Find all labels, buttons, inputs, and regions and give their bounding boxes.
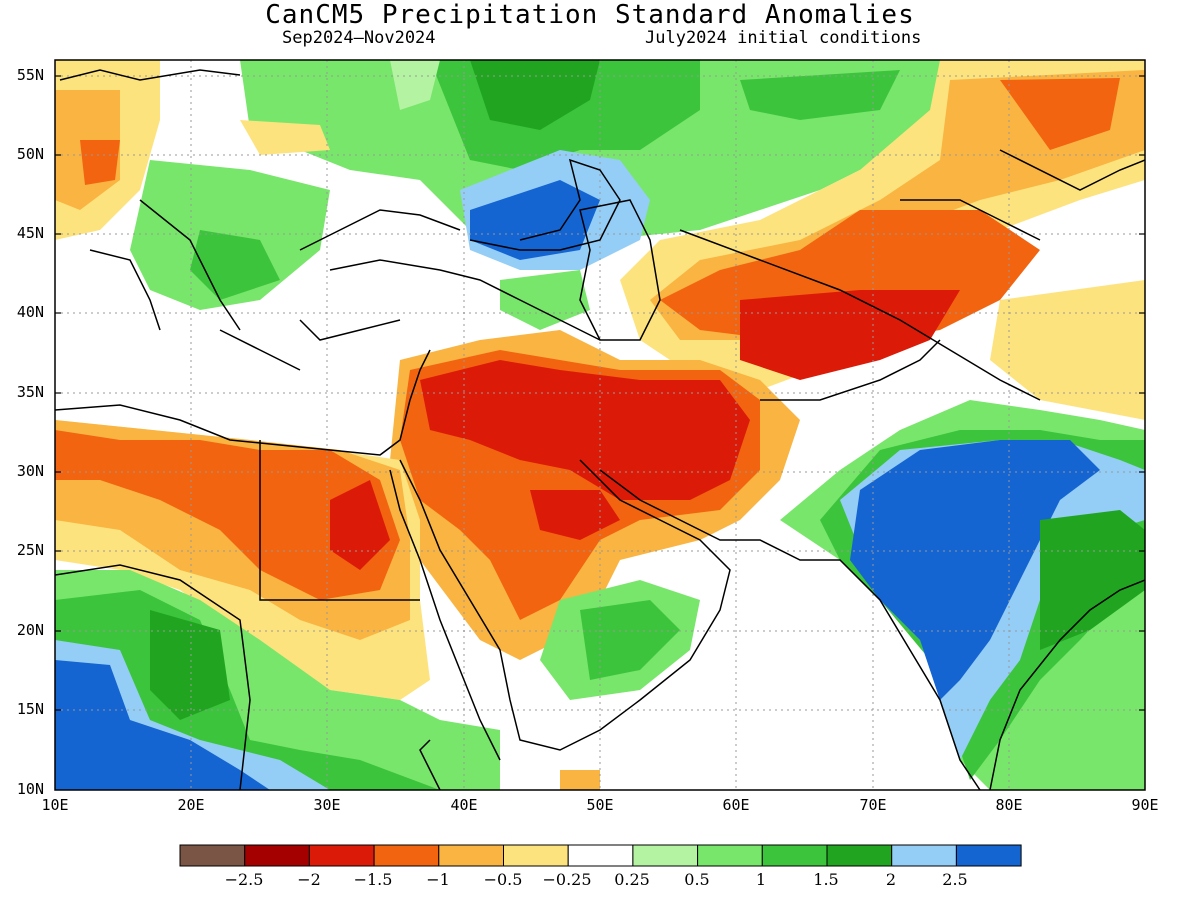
colorbar-label: −2 xyxy=(297,870,321,889)
graticule xyxy=(55,60,1145,790)
lon-label-20e: 20E xyxy=(177,796,205,814)
colorbar-box xyxy=(955,844,1022,867)
lat-label-30n: 30N xyxy=(16,462,44,480)
colorbar-label: 1 xyxy=(755,870,767,889)
colorbar-label: −1 xyxy=(426,870,450,889)
colorbar-box xyxy=(373,844,440,867)
colorbar-label: 0.5 xyxy=(684,870,710,889)
colorbar-label: −0.5 xyxy=(483,870,523,889)
lat-label-15n: 15N xyxy=(16,700,44,718)
lat-label-25n: 25N xyxy=(16,541,44,559)
colorbar-box xyxy=(761,844,828,867)
lat-label-10n: 10N xyxy=(16,780,44,798)
coastlines xyxy=(55,69,1145,790)
lat-label-50n: 50N xyxy=(16,145,44,163)
colorbar xyxy=(179,844,1022,867)
anomaly-field xyxy=(55,60,1145,790)
colorbar-box xyxy=(826,844,893,867)
lat-label-20n: 20N xyxy=(16,621,44,639)
colorbar-box xyxy=(308,844,375,867)
forecast-period: Sep2024–Nov2024 xyxy=(282,28,436,48)
lat-label-55n: 55N xyxy=(16,66,44,84)
colorbar-label: 2.5 xyxy=(942,870,968,889)
colorbar-label: −1.5 xyxy=(353,870,393,889)
lat-label-35n: 35N xyxy=(16,383,44,401)
colorbar-box xyxy=(503,844,569,867)
lon-label-80e: 80E xyxy=(995,796,1023,814)
colorbar-label: −2.5 xyxy=(224,870,264,889)
lon-label-60e: 60E xyxy=(722,796,750,814)
colorbar-box xyxy=(179,844,246,867)
colorbar-box xyxy=(438,844,504,867)
colorbar-box xyxy=(632,844,699,867)
colorbar-box xyxy=(891,844,957,867)
lat-label-45n: 45N xyxy=(16,224,44,242)
lon-label-90e: 90E xyxy=(1131,796,1159,814)
lon-label-40e: 40E xyxy=(450,796,478,814)
colorbar-box xyxy=(697,844,763,867)
lon-label-30e: 30E xyxy=(313,796,341,814)
initial-conditions: July2024 initial conditions xyxy=(645,28,922,48)
lon-label-50e: 50E xyxy=(586,796,614,814)
map-frame xyxy=(54,59,1146,791)
map-title: CanCM5 Precipitation Standard Anomalies xyxy=(265,0,915,30)
lon-label-10e: 10E xyxy=(41,796,69,814)
colorbar-box xyxy=(244,844,310,867)
colorbar-label: 0.25 xyxy=(614,870,650,889)
colorbar-label: 2 xyxy=(885,870,897,889)
colorbar-box xyxy=(567,844,634,867)
lat-label-40n: 40N xyxy=(16,303,44,321)
colorbar-label: −0.25 xyxy=(542,870,592,889)
colorbar-label: 1.5 xyxy=(813,870,839,889)
lon-label-70e: 70E xyxy=(859,796,887,814)
